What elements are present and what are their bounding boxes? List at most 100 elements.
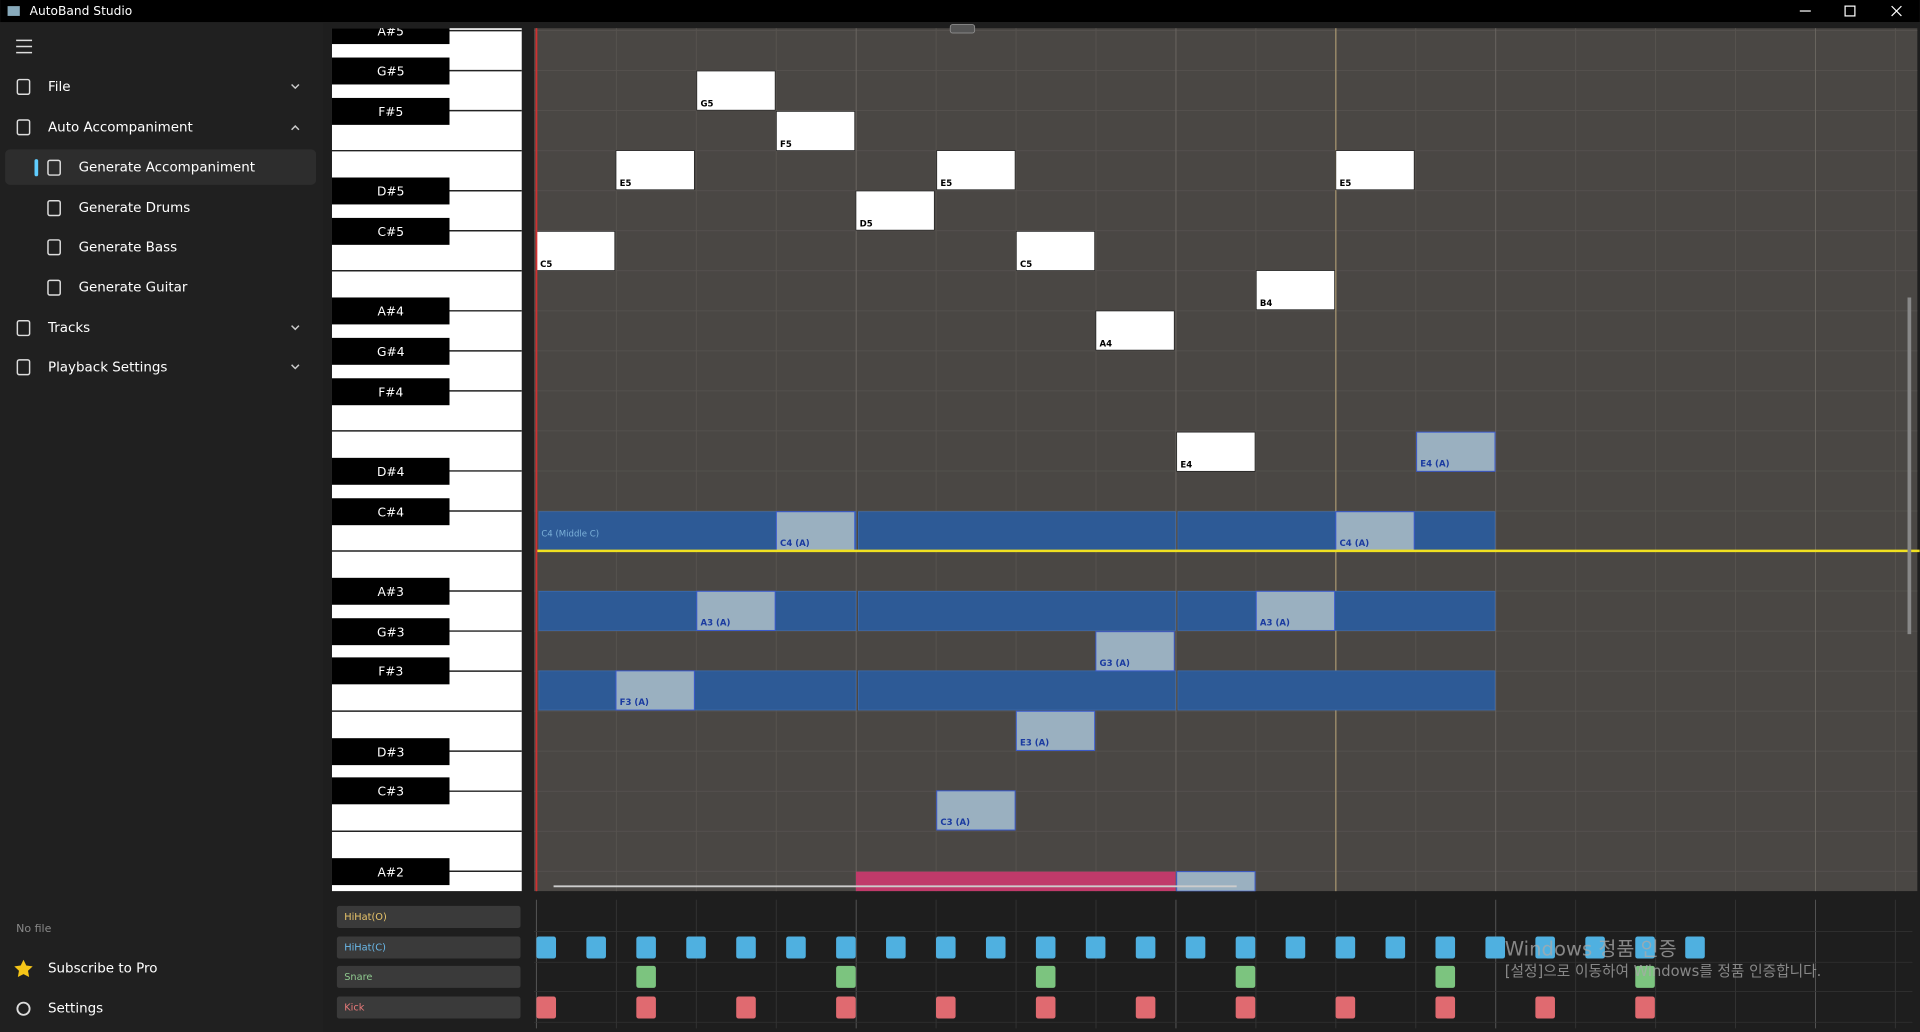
window-controls[interactable]: [1799, 5, 1902, 17]
melody-note[interactable]: [1095, 310, 1175, 351]
close[interactable]: [1891, 5, 1902, 17]
nav-icon: [16, 78, 31, 95]
drum-hit[interactable]: [1485, 936, 1506, 959]
drum-track-box[interactable]: [336, 996, 521, 1019]
drum-hit[interactable]: [586, 936, 606, 959]
melody-note[interactable]: [1335, 150, 1415, 191]
status: No file: [16, 922, 51, 935]
nav-item[interactable]: Tracks: [47, 321, 90, 336]
drum-hit[interactable]: [1035, 936, 1056, 959]
drum-hit[interactable]: [1435, 936, 1456, 959]
drum-hit[interactable]: [936, 936, 956, 959]
accomp-note[interactable]: [1015, 710, 1096, 751]
nav-item[interactable]: Generate Guitar: [79, 281, 188, 296]
drum-hit[interactable]: [1235, 936, 1256, 959]
drum-hit[interactable]: [1335, 996, 1356, 1019]
drum-hit[interactable]: [1585, 936, 1605, 959]
melody-note-label: F5: [780, 140, 792, 150]
black-key-label: D#3: [377, 745, 404, 759]
nav-item[interactable]: Generate Drums: [79, 201, 191, 216]
nav-item[interactable]: Playback Settings: [48, 360, 167, 375]
drum-track-box[interactable]: [336, 965, 521, 988]
drum-hit[interactable]: [1135, 936, 1156, 959]
black-key-label: A#4: [378, 305, 405, 319]
middle-c-label: C4 (Middle C): [541, 529, 599, 539]
drum-hit[interactable]: [1135, 996, 1156, 1019]
drum-hit[interactable]: [1635, 965, 1655, 988]
drum-hit[interactable]: [1635, 936, 1655, 959]
chevron: [291, 325, 300, 331]
drum-hit[interactable]: [1235, 965, 1256, 988]
accomp-note[interactable]: [615, 670, 695, 711]
melody-note-label: C5: [1020, 260, 1032, 270]
melody-note[interactable]: [536, 231, 616, 271]
black-key: [331, 28, 450, 45]
accomp-note[interactable]: [696, 590, 776, 631]
settings[interactable]: Settings: [48, 1002, 103, 1017]
drum-hit[interactable]: [1035, 996, 1056, 1019]
drum-hit[interactable]: [736, 936, 756, 959]
drum-hit[interactable]: [1235, 996, 1256, 1019]
drum-hit[interactable]: [936, 996, 956, 1019]
melody-note[interactable]: [936, 150, 1016, 191]
drum-hit[interactable]: [1035, 965, 1056, 988]
drum-hit[interactable]: [1385, 936, 1406, 959]
black-key-label: C#3: [377, 785, 404, 799]
nav-item[interactable]: Generate Bass: [79, 240, 178, 255]
melody-note[interactable]: [696, 70, 776, 111]
melody-note[interactable]: [855, 190, 935, 231]
drum-hit[interactable]: [1635, 996, 1655, 1019]
drum-hit[interactable]: [1535, 996, 1555, 1019]
nav-item[interactable]: File: [48, 80, 71, 95]
melody-note[interactable]: [1176, 431, 1256, 472]
melody-note[interactable]: [776, 111, 856, 151]
melody-note[interactable]: [1255, 270, 1335, 311]
accomp-note[interactable]: [936, 790, 1016, 831]
drum-hit[interactable]: [1435, 996, 1456, 1019]
accomp-note[interactable]: [1416, 431, 1496, 472]
black-key: [331, 618, 450, 646]
drum-hit[interactable]: [1335, 936, 1356, 959]
nav-item[interactable]: Generate Accompaniment: [79, 161, 255, 176]
drum-hit[interactable]: [636, 965, 656, 988]
drum-hit[interactable]: [1535, 936, 1555, 959]
chord-block: [858, 590, 1176, 631]
chord-block: [858, 511, 1176, 552]
drum-hit[interactable]: [536, 936, 557, 959]
drum-hit[interactable]: [1085, 936, 1106, 959]
restore[interactable]: [1844, 5, 1856, 17]
melody-note[interactable]: [615, 150, 695, 191]
splitter-handle[interactable]: [949, 24, 976, 34]
loop-region: [855, 871, 1176, 892]
accomp-note-label: C4 (A): [780, 539, 810, 549]
drum-hit[interactable]: [836, 996, 856, 1019]
drum-hit[interactable]: [686, 936, 706, 959]
drum-hit[interactable]: [536, 996, 557, 1019]
drum-track-box[interactable]: [336, 936, 521, 959]
drum-hit[interactable]: [1685, 936, 1705, 959]
menu-button[interactable]: [16, 39, 33, 54]
drum-hit[interactable]: [736, 996, 756, 1019]
drum-hit[interactable]: [1435, 965, 1456, 988]
accomp-note-label: C4 (A): [1340, 539, 1370, 549]
melody-note[interactable]: [1015, 231, 1096, 271]
accomp-note[interactable]: [775, 511, 856, 552]
drum-hit[interactable]: [836, 936, 856, 959]
accomp-note-label: G3 (A): [1100, 659, 1130, 669]
accomp-note[interactable]: [1255, 590, 1336, 631]
accomp-note[interactable]: [1335, 511, 1415, 552]
drum-hit[interactable]: [836, 965, 856, 988]
drum-hit[interactable]: [1185, 936, 1206, 959]
drum-hit[interactable]: [636, 996, 656, 1019]
drum-hit[interactable]: [1285, 936, 1306, 959]
scrollbar[interactable]: [1907, 297, 1912, 635]
drum-hit[interactable]: [886, 936, 906, 959]
nav-item[interactable]: Auto Accompaniment: [48, 120, 193, 135]
drum-track-box[interactable]: [336, 905, 521, 928]
drum-hit[interactable]: [786, 936, 806, 959]
drum-hit[interactable]: [636, 936, 656, 959]
title-bar: [0, 0, 1920, 23]
drum-hit[interactable]: [985, 936, 1006, 959]
subscribe[interactable]: Subscribe to Pro: [48, 961, 158, 976]
accomp-note[interactable]: [1095, 631, 1175, 672]
